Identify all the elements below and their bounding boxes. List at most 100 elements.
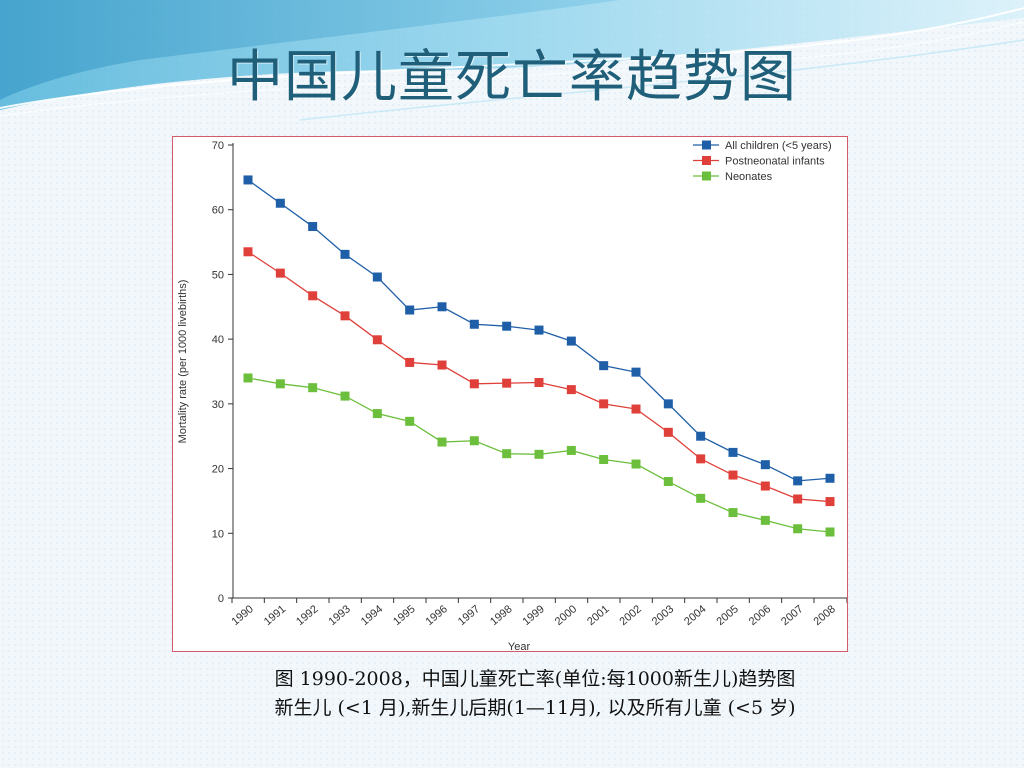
x-tick-label: 1996: [423, 603, 449, 628]
data-point: [502, 449, 512, 459]
data-point: [243, 373, 253, 383]
data-point: [696, 431, 706, 441]
data-point: [631, 367, 641, 377]
data-point: [534, 325, 544, 335]
data-point: [663, 399, 673, 409]
header-swoosh-decoration: [0, 0, 1024, 121]
x-axis-title: Year: [508, 641, 531, 651]
series-3: [243, 373, 835, 537]
data-point: [566, 336, 576, 346]
data-point: [340, 249, 350, 259]
x-tick-label: 2004: [682, 603, 708, 628]
data-point: [372, 335, 382, 345]
data-point: [308, 383, 318, 393]
x-tick-label: 1998: [488, 603, 514, 628]
data-point: [308, 222, 318, 232]
data-point: [728, 470, 738, 480]
y-tick-label: 20: [212, 464, 224, 476]
data-point: [405, 305, 415, 315]
data-point: [308, 291, 318, 301]
data-point: [696, 493, 706, 503]
figure-caption-line2: 新生儿 (<1 月),新生儿后期(1—11月), 以及所有儿童 (<5 岁): [274, 697, 796, 719]
legend-marker: [702, 171, 711, 181]
data-point: [599, 399, 609, 409]
data-point: [243, 175, 253, 185]
y-tick-label: 40: [212, 334, 224, 346]
legend-label: All children (<5 years): [725, 140, 832, 152]
x-tick-label: 2005: [714, 603, 740, 628]
data-point: [275, 268, 285, 278]
data-point: [340, 391, 350, 401]
data-point: [663, 427, 673, 437]
data-point: [566, 385, 576, 395]
data-point: [631, 404, 641, 414]
y-tick-label: 50: [212, 269, 224, 281]
data-point: [469, 436, 479, 446]
x-tick-label: 1994: [359, 603, 385, 628]
data-point: [825, 527, 835, 537]
slide-title: 中国儿童死亡率趋势图: [227, 45, 797, 110]
data-point: [340, 311, 350, 321]
x-tick-label: 2008: [811, 603, 837, 628]
legend-marker: [702, 140, 711, 150]
x-tick-label: 2007: [779, 603, 805, 628]
x-tick-label: 2001: [585, 603, 611, 628]
data-point: [372, 409, 382, 419]
data-point: [760, 460, 770, 470]
data-point: [793, 476, 803, 486]
data-point: [372, 272, 382, 282]
y-tick-label: 10: [212, 528, 224, 540]
data-point: [405, 416, 415, 426]
x-tick-label: 1991: [262, 603, 288, 628]
data-point: [469, 319, 479, 329]
y-tick-label: 60: [212, 205, 224, 217]
y-axis-title: Mortality rate (per 1000 livebirths): [177, 280, 189, 444]
chart-frame: 0 10 20 30 40 50 60 70 1990 1991 1992 1993 1994 1995 1…: [172, 136, 848, 652]
data-point: [728, 508, 738, 518]
data-point: [566, 445, 576, 455]
x-tick-label: 2006: [747, 603, 773, 628]
y-tick-label: 30: [212, 399, 224, 411]
data-point: [502, 378, 512, 388]
data-point: [696, 454, 706, 464]
series-line: [247, 251, 831, 503]
x-tick-label: 1995: [391, 603, 417, 628]
data-point: [469, 379, 479, 389]
data-point: [825, 473, 835, 483]
x-tick-label: 1993: [326, 603, 352, 628]
data-point: [437, 302, 447, 312]
legend-marker: [702, 156, 711, 165]
y-tick-label: 70: [212, 140, 224, 152]
data-point: [275, 379, 285, 389]
series-1: [243, 175, 835, 486]
data-point: [599, 455, 609, 465]
data-point: [502, 321, 512, 331]
legend-label: Neonates: [725, 171, 773, 183]
data-point: [243, 247, 253, 257]
x-tick-label: 2000: [553, 603, 579, 628]
chart-series-layer: [243, 175, 835, 537]
x-tick-label: 1990: [229, 603, 255, 628]
data-point: [275, 198, 285, 208]
data-point: [663, 477, 673, 487]
x-tick-label: 1999: [520, 603, 546, 628]
data-point: [760, 515, 770, 525]
legend-label: Postneonatal infants: [725, 156, 825, 168]
x-tick-label: 2003: [650, 603, 676, 628]
data-point: [599, 361, 609, 371]
x-tick-label: 2002: [617, 603, 643, 628]
x-tick-label: 1992: [294, 603, 320, 628]
data-point: [793, 494, 803, 504]
series-2: [243, 247, 835, 507]
data-point: [534, 449, 544, 459]
data-point: [534, 378, 544, 388]
data-point: [825, 497, 835, 507]
data-point: [760, 481, 770, 491]
data-point: [405, 357, 415, 367]
data-point: [631, 459, 641, 469]
data-point: [793, 524, 803, 534]
x-tick-label: 1997: [456, 603, 482, 628]
chart-legend: All children (<5 years) Postneonatal infa…: [693, 140, 832, 183]
